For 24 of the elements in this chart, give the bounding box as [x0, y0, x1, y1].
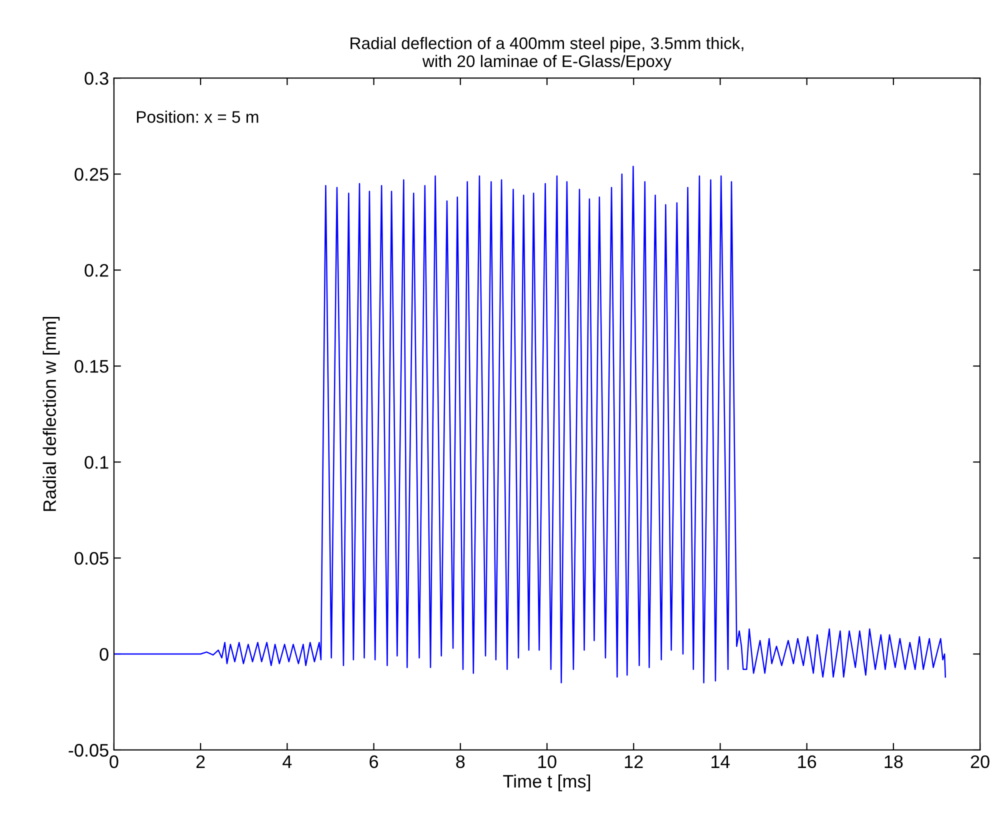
- x-tick-label: 14: [712, 756, 730, 768]
- y-tick-label: 0.25: [74, 168, 108, 181]
- y-tick-label: 0.05: [74, 552, 108, 565]
- y-tick-label: 0: [100, 648, 108, 661]
- x-axis-title: Time t [ms]: [503, 774, 590, 792]
- line-series: [114, 166, 946, 684]
- x-tick-label: 20: [970, 755, 990, 768]
- y-tick-label: 0.1: [84, 456, 108, 469]
- x-tick-label: 6: [370, 755, 378, 768]
- x-tick-label: 8: [456, 755, 465, 768]
- x-tick-label: 16: [798, 755, 816, 768]
- y-tick-label: -0.05: [68, 744, 108, 757]
- x-tick-label: 12: [624, 755, 643, 768]
- x-tick-label: 18: [884, 755, 903, 768]
- x-tick-label: 2: [196, 755, 205, 768]
- annotation: Position: x = 5 m: [136, 110, 258, 123]
- chart-title: Radial deflection of a 400mm steel pipe, 3.5mm thick, with 20 laminae of E-Glass/Epoxy: [350, 36, 744, 70]
- y-axis-title: Radial deflection w [mm]: [42, 316, 60, 511]
- x-tick-label: 4: [282, 756, 292, 768]
- y-tick-label: 0.15: [74, 360, 108, 373]
- x-tick-label: 10: [538, 755, 556, 768]
- y-tick-label: 0.3: [84, 72, 108, 85]
- x-tick-label: 0: [110, 755, 118, 768]
- y-tick-label: 0.2: [84, 264, 108, 277]
